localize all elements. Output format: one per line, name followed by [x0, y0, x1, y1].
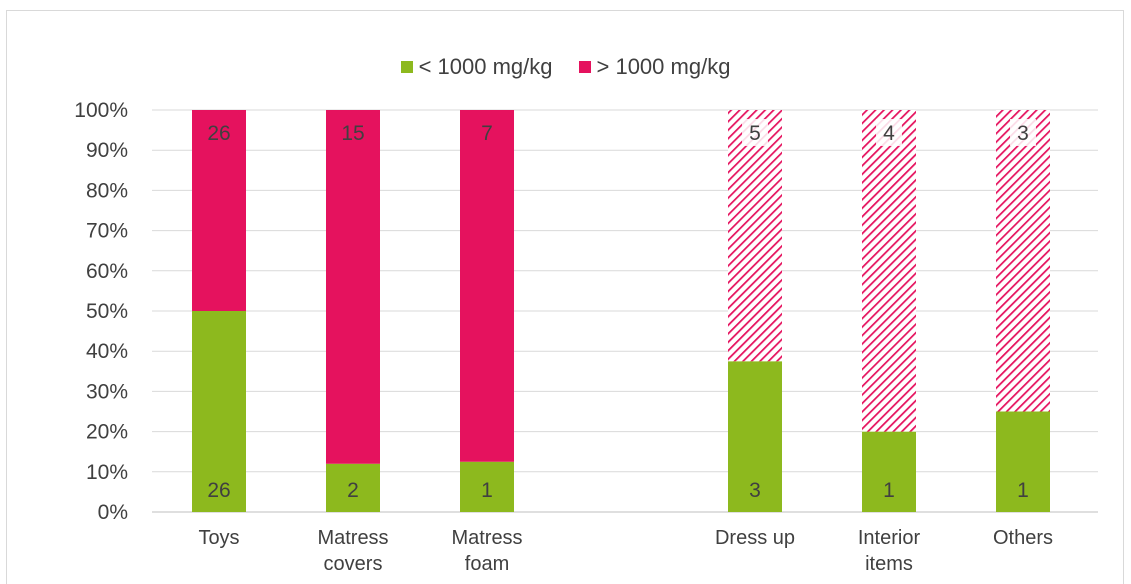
- category-label: Toys: [198, 527, 239, 549]
- y-tick-label: 30%: [86, 380, 128, 403]
- bar-segment-high: [192, 110, 246, 311]
- y-tick-label: 50%: [86, 300, 128, 323]
- y-tick-label: 80%: [86, 179, 128, 202]
- data-label-low: 1: [481, 479, 493, 502]
- category-label: Dress up: [715, 527, 795, 549]
- legend-label-low: < 1000 mg/kg: [418, 54, 553, 79]
- data-label-backdrop: [742, 119, 768, 146]
- category-label: covers: [324, 553, 383, 575]
- bar-segment-low: [460, 461, 514, 512]
- data-label-low: 3: [749, 479, 761, 502]
- y-tick-label: 20%: [86, 421, 128, 444]
- category-label: foam: [465, 553, 509, 575]
- data-label-low: 26: [207, 479, 230, 502]
- legend-item-low: < 1000 mg/kg: [400, 52, 553, 82]
- y-tick-label: 60%: [86, 260, 128, 283]
- data-label-high: 26: [207, 122, 230, 145]
- data-label-high: 4: [883, 122, 895, 145]
- y-tick-label: 0%: [98, 501, 128, 524]
- data-label-low: 1: [883, 479, 895, 502]
- bar-segment-high-hatched: [996, 110, 1050, 412]
- data-label-high: 7: [481, 122, 493, 145]
- y-tick-label: 90%: [86, 139, 128, 162]
- y-tick-label: 40%: [86, 340, 128, 363]
- y-tick-label: 70%: [86, 220, 128, 243]
- data-label-high: 3: [1017, 122, 1029, 145]
- data-label-high: 15: [341, 122, 364, 145]
- category-label: Matress: [317, 527, 388, 549]
- bar-segment-high: [326, 110, 380, 464]
- legend-swatch-high: [578, 61, 591, 73]
- category-label: Matress: [451, 527, 522, 549]
- y-tick-label: 100%: [74, 99, 128, 122]
- category-label: Others: [993, 527, 1053, 549]
- data-label-high: 5: [749, 122, 761, 145]
- data-label-backdrop: [876, 119, 902, 146]
- category-label: items: [865, 553, 913, 575]
- bar-segment-high-hatched: [862, 110, 916, 432]
- chart-frame: [6, 10, 1124, 584]
- bar-segment-high: [460, 110, 514, 462]
- bar-segment-high-hatched: [728, 110, 782, 362]
- legend: < 1000 mg/kg > 1000 mg/kg: [0, 52, 1131, 82]
- data-label-low: 2: [347, 479, 359, 502]
- bar-segment-low: [728, 361, 782, 512]
- y-tick-label: 10%: [86, 461, 128, 484]
- legend-item-high: > 1000 mg/kg: [578, 52, 731, 82]
- legend-label-high: > 1000 mg/kg: [596, 54, 731, 79]
- category-label: Interior: [858, 527, 921, 549]
- bar-segment-low: [326, 463, 380, 512]
- data-label-low: 1: [1017, 479, 1029, 502]
- bar-segment-low: [996, 411, 1050, 512]
- data-label-backdrop: [1010, 119, 1036, 146]
- bar-segment-low: [192, 311, 246, 512]
- legend-swatch-low: [400, 61, 413, 73]
- bar-segment-low: [862, 431, 916, 512]
